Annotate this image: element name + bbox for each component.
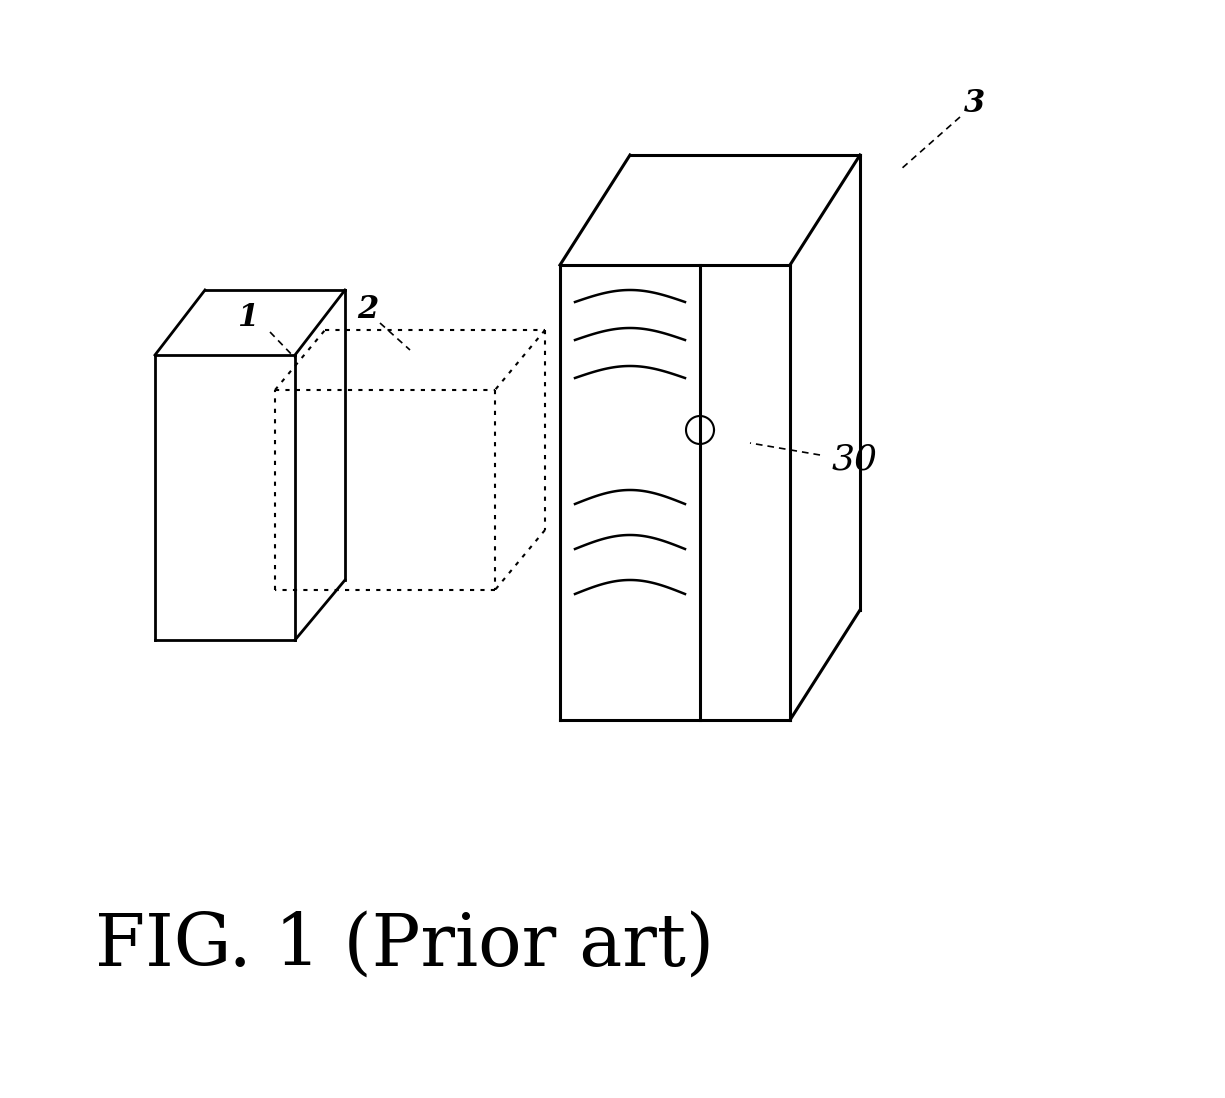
Text: 3: 3 xyxy=(964,88,986,119)
Text: 30: 30 xyxy=(832,442,878,477)
Text: 1: 1 xyxy=(238,303,258,334)
Text: FIG. 1 (Prior art): FIG. 1 (Prior art) xyxy=(96,910,714,981)
Text: 2: 2 xyxy=(358,294,379,325)
